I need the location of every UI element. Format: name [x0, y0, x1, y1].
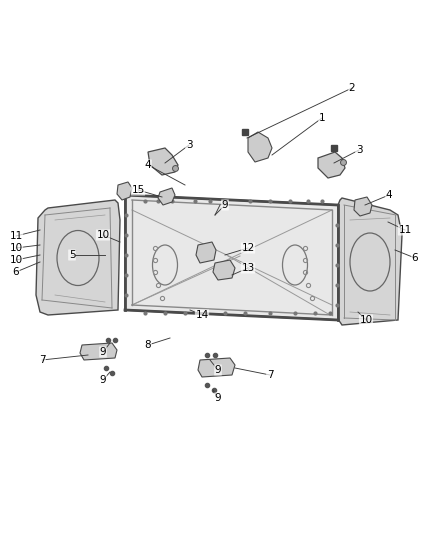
Text: 13: 13 — [241, 263, 254, 273]
Polygon shape — [198, 358, 235, 377]
Polygon shape — [338, 198, 402, 325]
Polygon shape — [354, 197, 372, 216]
Text: 11: 11 — [399, 225, 412, 235]
Polygon shape — [213, 260, 235, 280]
Text: 6: 6 — [412, 253, 418, 263]
Text: 9: 9 — [222, 200, 228, 210]
Text: 3: 3 — [356, 145, 362, 155]
Polygon shape — [36, 200, 120, 315]
Polygon shape — [80, 343, 117, 360]
Text: 15: 15 — [131, 185, 145, 195]
Text: 9: 9 — [100, 347, 106, 357]
Text: 10: 10 — [96, 230, 110, 240]
Text: 5: 5 — [69, 250, 75, 260]
Text: 3: 3 — [186, 140, 192, 150]
Polygon shape — [248, 132, 272, 162]
Text: 4: 4 — [145, 160, 151, 170]
Polygon shape — [196, 242, 216, 263]
Text: 9: 9 — [100, 375, 106, 385]
Polygon shape — [148, 148, 178, 175]
Text: 11: 11 — [9, 231, 23, 241]
Text: 10: 10 — [10, 243, 23, 253]
Text: 9: 9 — [215, 365, 221, 375]
Text: 8: 8 — [145, 340, 151, 350]
Text: 4: 4 — [386, 190, 392, 200]
Polygon shape — [125, 195, 338, 320]
Text: 1: 1 — [319, 113, 325, 123]
Polygon shape — [158, 188, 175, 205]
Text: 7: 7 — [267, 370, 273, 380]
Text: 10: 10 — [360, 315, 373, 325]
Text: 6: 6 — [13, 267, 19, 277]
Text: 9: 9 — [215, 393, 221, 403]
Polygon shape — [117, 182, 132, 200]
Polygon shape — [318, 152, 345, 178]
Text: 12: 12 — [241, 243, 254, 253]
Text: 2: 2 — [349, 83, 355, 93]
Text: 7: 7 — [39, 355, 45, 365]
Text: 14: 14 — [195, 310, 208, 320]
Text: 10: 10 — [10, 255, 23, 265]
